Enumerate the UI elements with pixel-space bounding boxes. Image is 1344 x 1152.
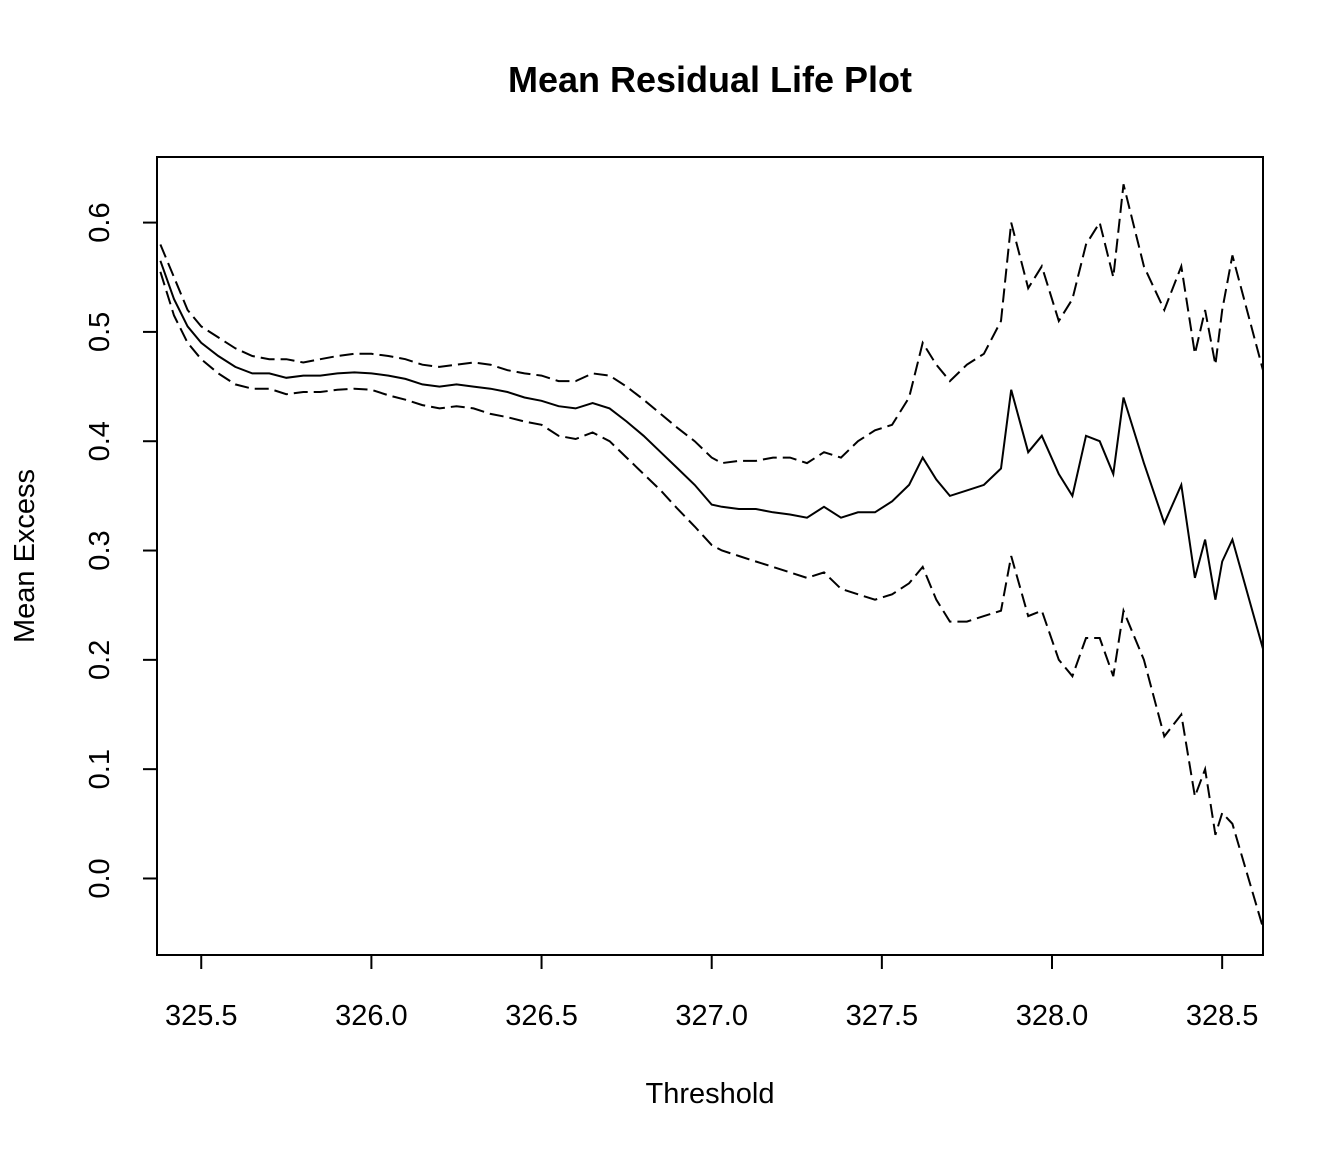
x-tick-label-0: 325.5 [165,1000,238,1032]
series-line-upper [159,184,1264,465]
plot-frame [156,156,1264,956]
chart-title: Mean Residual Life Plot [508,59,912,100]
y-tick-label-6: 0.6 [84,202,116,242]
y-axis-label: Mean Excess [9,469,41,643]
x-tick-label-4: 327.5 [846,1000,919,1032]
series-layer [159,184,1264,928]
x-tick-label-5: 328.0 [1016,1000,1089,1032]
y-tick-label-4: 0.4 [84,421,116,461]
series-line-mean [159,260,1264,650]
y-tick-label-2: 0.2 [84,640,116,680]
y-tick-label-1: 0.1 [84,749,116,789]
x-tick-label-2: 326.5 [505,1000,578,1032]
series-line-lower [159,271,1264,928]
x-axis: 325.5 326.0 326.5 327.0 327.5 328.0 328.5 [165,955,1259,1032]
y-tick-label-3: 0.3 [84,530,116,570]
x-tick-label-1: 326.0 [335,1000,408,1032]
y-tick-label-0: 0.0 [84,858,116,898]
y-tick-label-5: 0.5 [84,312,116,352]
x-axis-label: Threshold [646,1078,775,1110]
y-axis: 0.0 0.1 0.2 0.3 0.4 0.5 0.6 [84,202,157,899]
x-tick-label-6: 328.5 [1186,1000,1259,1032]
x-tick-label-3: 327.0 [675,1000,748,1032]
